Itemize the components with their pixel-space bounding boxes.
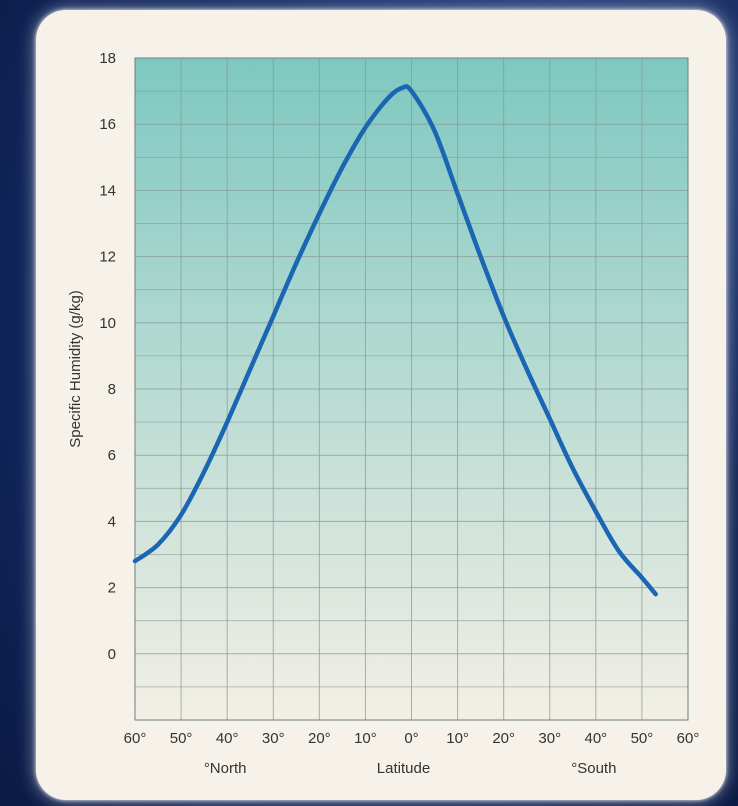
y-tick-label: 12 <box>99 249 116 266</box>
x-tick-label: 10° <box>354 730 377 747</box>
y-tick-label: 0 <box>108 646 116 663</box>
x-axis-label-north: °North <box>204 760 247 777</box>
humidity-chart: 0 2 4 6 8 10 12 14 16 18 60° 50° 40° 30° 20° 10° 0° 10° 2… <box>67 50 700 777</box>
y-tick-label: 6 <box>108 447 116 464</box>
y-tick-label: 4 <box>108 513 116 530</box>
x-tick-label: 40° <box>216 730 239 747</box>
x-tick-label: 20° <box>308 730 331 747</box>
y-tick-label: 16 <box>99 116 116 133</box>
x-tick-label: 0° <box>404 730 418 747</box>
x-tick-label: 10° <box>446 730 469 747</box>
x-tick-label: 50° <box>170 730 193 747</box>
plot-frame <box>134 57 689 721</box>
y-axis-label: Specific Humidity (g/kg) <box>67 290 84 448</box>
x-axis-label-south: °South <box>571 760 616 777</box>
x-tick-label: 20° <box>492 730 515 747</box>
y-tick-label: 8 <box>108 381 116 398</box>
x-tick-label: 60° <box>677 730 700 747</box>
humidity-series-line <box>132 84 658 597</box>
x-tick-label: 30° <box>262 730 285 747</box>
chart-card: 0 2 4 6 8 10 12 14 16 18 60° 50° 40° 30° 20° 10° 0° 10° 2… <box>36 10 726 800</box>
x-tick-labels: 60° 50° 40° 30° 20° 10° 0° 10° 20° 30° 40° 50° 60° <box>124 730 700 747</box>
x-tick-label: 50° <box>631 730 654 747</box>
y-tick-label: 10 <box>99 315 116 332</box>
y-tick-label: 2 <box>108 580 116 597</box>
x-tick-label: 60° <box>124 730 147 747</box>
x-tick-label: 30° <box>538 730 561 747</box>
y-tick-label: 14 <box>99 182 116 199</box>
y-tick-labels: 0 2 4 6 8 10 12 14 16 18 <box>99 50 116 663</box>
grid-lines <box>134 57 689 721</box>
x-tick-label: 40° <box>584 730 607 747</box>
y-tick-label: 18 <box>99 50 116 67</box>
x-axis-label: Latitude <box>377 760 430 777</box>
